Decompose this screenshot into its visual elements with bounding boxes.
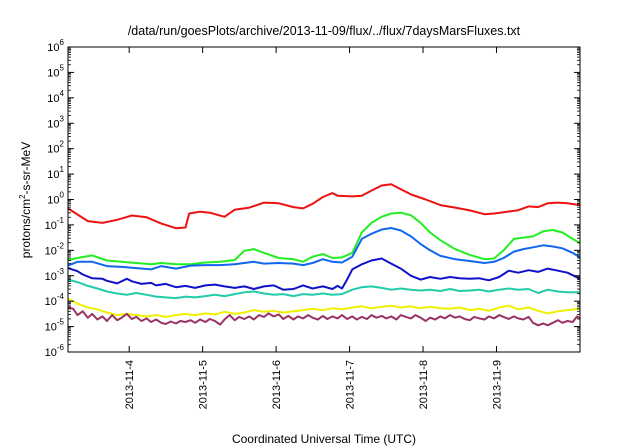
x-tick-labels: 2013-11-4 2013-11-5 2013-11-6 2013-11-7 2013… (124, 360, 503, 409)
y-tick-labels: 10-6 10-5 10-4 10-3 10-2 10-1 100 101 102 103 104 1… (45, 38, 65, 359)
series-line-6 (67, 297, 581, 318)
y-tick-label: 102 (47, 140, 64, 156)
y-tick-label: 10-2 (45, 241, 65, 257)
x-tick-label: 2013-11-7 (345, 360, 357, 409)
y-tick-label: 10-6 (45, 343, 65, 359)
x-axis-label: Coordinated Universal Time (UTC) (232, 432, 416, 446)
x-tick-label: 2013-11-6 (271, 360, 283, 409)
series-line-4 (67, 257, 581, 291)
y-axis-label: protons/cm2-s-sr-MeV (18, 142, 33, 258)
ticks-layer (68, 46, 580, 353)
y-tick-label: 106 (47, 38, 64, 54)
y-axis-label-tail: -s-sr-MeV (19, 142, 33, 195)
plot-area: 10-6 10-5 10-4 10-3 10-2 10-1 100 101 102 103 104 1… (45, 38, 581, 409)
y-tick-label: 10-4 (45, 292, 65, 308)
y-tick-label: 10-1 (45, 216, 65, 232)
y-axis-label-base: protons/cm (19, 199, 33, 258)
series-line-2 (67, 211, 581, 266)
y-tick-label: 104 (47, 89, 64, 105)
series-layer (67, 183, 581, 327)
x-tick-label: 2013-11-8 (418, 360, 430, 409)
series-line-3 (67, 227, 581, 271)
y-tick-label: 100 (47, 191, 64, 207)
x-tick-label: 2013-11-5 (198, 360, 210, 409)
y-tick-label: 101 (47, 165, 64, 181)
x-tick-label: 2013-11-4 (124, 360, 136, 409)
y-tick-label: 105 (47, 63, 64, 79)
y-tick-label: 10-3 (45, 267, 65, 283)
series-line-7 (67, 306, 581, 327)
y-axis-label-sup: 2 (18, 194, 27, 199)
x-tick-label: 2013-11-9 (492, 360, 504, 409)
y-tick-label: 103 (47, 114, 64, 130)
series-line-1 (67, 183, 581, 230)
chart-title: /data/run/goesPlots/archive/2013-11-09/f… (128, 24, 521, 38)
series-line-5 (67, 278, 580, 300)
y-tick-label: 10-5 (45, 318, 65, 334)
